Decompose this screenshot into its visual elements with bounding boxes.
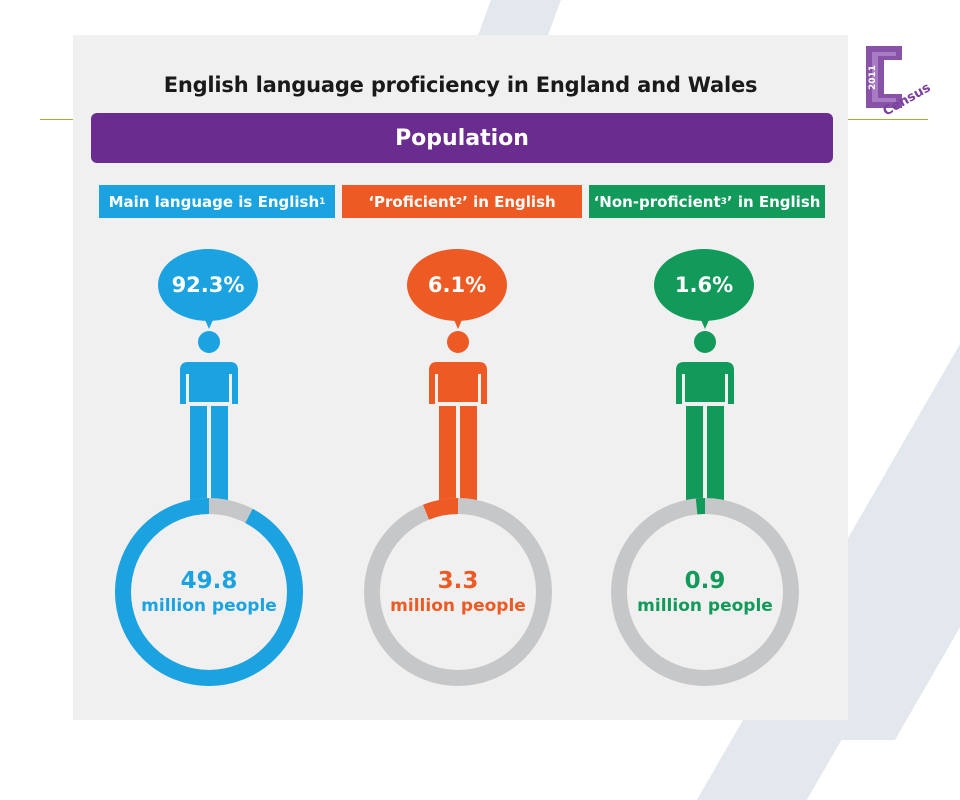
person-head — [694, 331, 716, 353]
donut-label: 3.3 million people — [362, 496, 554, 688]
population-banner: Population — [91, 113, 833, 163]
person-torso — [676, 362, 734, 404]
percent-bubble-non-proficient: 1.6% — [654, 249, 754, 333]
category-label-english: Main language is English 1 — [99, 185, 335, 218]
percent-value: 6.1% — [407, 249, 507, 321]
donut-segment — [115, 498, 303, 686]
person-torso — [180, 362, 238, 404]
donut-chart — [364, 498, 552, 686]
census-logo-year: 2011 — [868, 65, 878, 90]
bubble-tail — [698, 313, 712, 329]
person-leg-right — [211, 406, 228, 510]
person-leg-right — [707, 406, 724, 510]
donut-segment — [611, 498, 799, 686]
person-leg-left — [190, 406, 207, 510]
category-label-suffix: ’ in English — [726, 192, 821, 211]
person-leg-left — [686, 406, 703, 510]
page-title: English language proficiency in England … — [163, 73, 758, 97]
donut-label: 0.9 million people — [609, 496, 801, 688]
donut-value: 0.9 — [684, 567, 726, 594]
category-label-text: ‘Non-proficient — [593, 192, 721, 211]
person-head — [198, 331, 220, 353]
person-torso — [429, 362, 487, 404]
percent-value: 92.3% — [158, 249, 258, 321]
donut-value: 49.8 — [180, 567, 238, 594]
infographic-panel: English language proficiency in England … — [73, 35, 848, 720]
category-label-suffix: ’ in English — [462, 192, 556, 211]
category-label-text: ‘Proficient — [368, 192, 456, 211]
donut-english: 49.8 million people — [113, 496, 305, 688]
header-rule-left — [40, 119, 74, 120]
person-head — [447, 331, 469, 353]
percent-value: 1.6% — [654, 249, 754, 321]
person-leg-right — [460, 406, 477, 510]
percent-bubble-english: 92.3% — [158, 249, 258, 333]
donut-label: 49.8 million people — [113, 496, 305, 688]
category-label-non-proficient: ‘Non-proficient 3’ in English — [589, 185, 825, 218]
donut-unit: million people — [637, 595, 773, 616]
donut-value: 3.3 — [437, 567, 479, 594]
donut-non-proficient: 0.9 million people — [609, 496, 801, 688]
category-label-proficient: ‘Proficient 2’ in English — [342, 185, 582, 218]
census-logo: 2011 Census — [856, 38, 936, 119]
donut-proficient: 3.3 million people — [362, 496, 554, 688]
donut-segment — [364, 498, 552, 686]
person-icon-non-proficient — [676, 331, 734, 510]
person-icon-proficient — [429, 331, 487, 510]
bubble-tail — [202, 313, 216, 329]
person-leg-left — [439, 406, 456, 510]
donut-unit: million people — [141, 595, 277, 616]
donut-unit: million people — [390, 595, 526, 616]
percent-bubble-proficient: 6.1% — [407, 249, 507, 333]
person-icon-english — [180, 331, 238, 510]
header-rule-right — [848, 119, 928, 120]
category-label-text: Main language is English — [108, 192, 320, 211]
donut-chart — [115, 498, 303, 686]
donut-chart — [611, 498, 799, 686]
bubble-tail — [451, 313, 465, 329]
